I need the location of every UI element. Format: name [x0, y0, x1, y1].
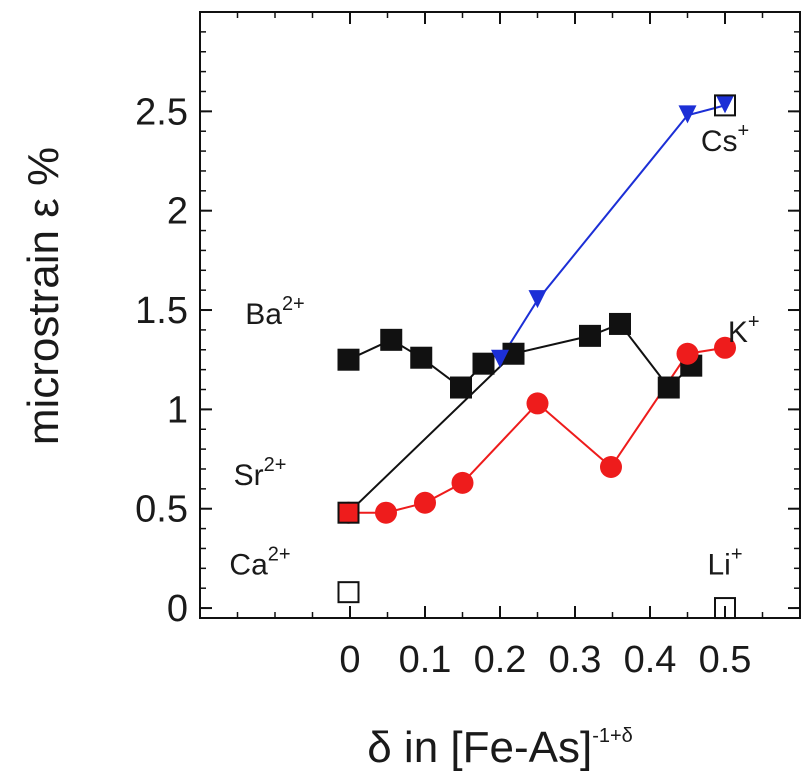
data-point-circle — [526, 392, 549, 415]
annotations: Ba2+Sr2+Ca2+Cs+K+Li+ — [229, 120, 759, 581]
ion-label-charge: + — [731, 543, 743, 565]
axis-ticks: 0 0.5 1 1.5 2 2.5 0 0.1 0.2 0.3 0.4 0.5 — [135, 12, 800, 681]
x-tick-label: 0.4 — [624, 639, 677, 681]
y-tick-label: 1.5 — [135, 290, 188, 332]
data-point-square — [472, 352, 495, 375]
y-tick-label: 0 — [167, 588, 188, 630]
data-point-open-square — [714, 94, 736, 117]
data-point-square — [337, 348, 360, 371]
y-tick-label: 1 — [167, 389, 188, 431]
data-point-circle — [375, 501, 397, 524]
ion-label-base: Cs — [701, 125, 738, 158]
data-point-square — [502, 342, 525, 365]
series-lines — [347, 104, 726, 514]
ion-label-charge: + — [737, 120, 749, 142]
data-point-square — [410, 346, 433, 369]
data-point-triangle — [716, 95, 734, 114]
y-axis-title: microstrain ε % — [19, 147, 68, 445]
ion-label-base: Sr — [234, 459, 264, 492]
ion-label: Ca2+ — [229, 543, 290, 581]
ion-label: Ba2+ — [245, 293, 305, 331]
data-point-circle — [676, 342, 699, 365]
data-point-square — [450, 376, 472, 399]
data-point-square — [609, 312, 631, 335]
ion-label-charge: 2+ — [268, 543, 291, 565]
k-series-line — [348, 346, 726, 514]
x-tick-label: 0.1 — [399, 639, 452, 681]
data-point-open-square — [714, 597, 736, 620]
plot-area-border — [199, 11, 801, 619]
series-markers — [337, 94, 736, 620]
data-point-open-square — [337, 501, 360, 524]
data-point-triangle — [491, 349, 509, 368]
x-tick-label: 0.3 — [549, 639, 602, 681]
data-point-square — [657, 376, 680, 399]
data-point-circle — [600, 455, 622, 478]
ion-label-base: Li — [707, 548, 730, 581]
ion-label-base: K — [728, 316, 748, 349]
x-tick-label: 0 — [339, 639, 360, 681]
ion-label: Sr2+ — [234, 454, 287, 492]
data-point-square — [579, 324, 601, 347]
ion-label-charge: + — [748, 311, 760, 333]
data-point-circle — [414, 491, 436, 514]
y-tick-label: 2 — [167, 191, 188, 233]
data-point-circle — [714, 336, 736, 359]
ion-label-charge: 2+ — [282, 293, 305, 315]
x-tick-label: 0.2 — [474, 639, 527, 681]
x-axis-title: δ in [Fe-As]-1+δ — [367, 723, 633, 772]
data-point-open-square — [337, 581, 360, 604]
plot-frame — [199, 11, 801, 619]
data-point-square — [380, 328, 403, 351]
x-axis-title-superscript: -1+δ — [592, 725, 633, 747]
ion-label-charge: 2+ — [264, 454, 287, 476]
cs-series-line — [499, 104, 726, 361]
data-point-triangle — [678, 105, 697, 124]
ion-label: Cs+ — [701, 120, 749, 158]
data-point-triangle — [528, 290, 547, 309]
ion-label-base: Ca — [229, 548, 268, 581]
x-axis-title-main: δ in [Fe-As] — [367, 723, 592, 772]
ion-label-base: Ba — [245, 298, 282, 331]
ion-label: Li+ — [707, 543, 742, 581]
y-tick-label: 0.5 — [135, 489, 188, 531]
ion-label: K+ — [728, 311, 760, 349]
data-point-circle — [451, 471, 474, 494]
x-tick-label: 0.5 — [699, 639, 752, 681]
y-tick-label: 2.5 — [135, 91, 188, 133]
